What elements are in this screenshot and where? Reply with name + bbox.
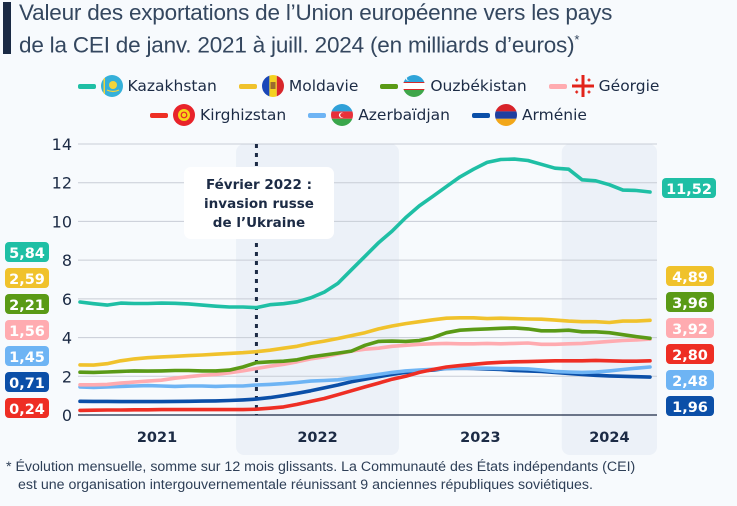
end-value-label-bg (666, 292, 714, 312)
chart-title: Valeur des exportations de l’Union europ… (19, 0, 734, 59)
legend-swatch (238, 83, 257, 89)
legend-item-kirghizstan[interactable]: Kirghizstan (150, 104, 286, 126)
end-value-label: 2,80 (672, 348, 708, 364)
title-line-1: Valeur des exportations de l’Union europ… (19, 0, 613, 25)
series-line-kazakhstan (78, 157, 652, 310)
end-value-label-bg (662, 178, 716, 198)
end-value-label: 4,89 (672, 270, 708, 286)
end-value-label-bg (666, 318, 714, 338)
legend-item-moldavie[interactable]: Moldavie (238, 75, 359, 97)
series-line-azerbaidjan (78, 365, 652, 390)
legend-label: Kirghizstan (200, 106, 287, 124)
x-tick-label: 2023 (460, 430, 500, 446)
y-tick-label: 2 (62, 367, 72, 386)
start-value-label-bg (5, 268, 49, 288)
legend-label: Moldavie (288, 77, 359, 95)
end-value-label: 3,96 (672, 296, 708, 312)
footnote: * Évolution mensuelle, somme sur 12 mois… (6, 458, 731, 494)
legend-label: Géorgie (598, 77, 660, 95)
armenia-flag-icon (494, 104, 517, 126)
line-chart: 0 2 4 6 8 10 12 14 2021 2022 2023 2024 Février 202… (5, 135, 716, 455)
y-tick-label: 10 (52, 212, 72, 231)
start-value-label: 2,21 (9, 298, 45, 314)
start-value-label-bg (5, 320, 49, 340)
moldova-flag-icon (261, 75, 284, 97)
legend-item-kazakhstan[interactable]: Kazakhstan (77, 75, 217, 97)
series-line-kirghizstan (78, 358, 652, 413)
start-value-label: 1,56 (9, 324, 45, 340)
uzbekistan-flag-icon (403, 75, 426, 97)
y-tick-label: 4 (62, 329, 72, 348)
legend-item-georgie[interactable]: Géorgie (548, 75, 660, 97)
end-value-label: 11,52 (666, 182, 712, 198)
start-value-label: 5,84 (9, 246, 45, 262)
legend-label: Ouzbékistan (430, 77, 527, 95)
end-value-label: 2,48 (672, 374, 708, 390)
annotation-text: Février 2022 : (206, 177, 312, 193)
start-value-label-bg (5, 372, 49, 392)
annotation-text: invasion russe (204, 196, 314, 212)
annotation-box (184, 167, 334, 239)
legend-swatch (471, 112, 490, 118)
end-value-label-bg (666, 370, 714, 390)
end-value-label: 1,96 (672, 400, 708, 416)
x-tick-label: 2022 (297, 430, 337, 446)
start-value-label-bg (5, 294, 49, 314)
end-value-label: 3,92 (672, 322, 708, 338)
kyrgyzstan-flag-icon (173, 104, 196, 126)
end-value-label-bg (666, 344, 714, 364)
legend-label: Arménie (521, 106, 587, 124)
legend-swatch (150, 112, 169, 118)
series-line-georgie (78, 337, 652, 387)
end-value-label-bg (666, 396, 714, 416)
legend-row-2: Kirghizstan Azerbaïdjan Arménie (0, 104, 737, 126)
legend-item-ouzbekistan[interactable]: Ouzbékistan (380, 75, 527, 97)
footnote-line-2: est une organisation intergouvernemental… (18, 477, 593, 493)
y-tick-label: 8 (62, 251, 72, 270)
start-value-label-bg (5, 242, 49, 262)
x-tick-label: 2021 (137, 430, 177, 446)
legend-item-azerbaidjan[interactable]: Azerbaïdjan (308, 104, 450, 126)
kazakhstan-flag-icon (100, 75, 123, 97)
legend-swatch (548, 83, 567, 89)
legend-label: Azerbaïdjan (358, 106, 450, 124)
legend-swatch (308, 112, 327, 118)
end-value-label-bg (666, 266, 714, 286)
x-tick-label: 2024 (589, 430, 629, 446)
legend-label: Kazakhstan (127, 77, 217, 95)
start-value-label: 0,71 (9, 376, 45, 392)
annotation-text: de l’Ukraine (213, 215, 305, 231)
start-value-label: 1,45 (9, 350, 45, 366)
legend-swatch (77, 83, 96, 89)
start-value-label-bg (5, 346, 49, 366)
title-line-2: de la CEI de janv. 2021 à juill. 2024 (e… (19, 32, 580, 58)
y-tick-label: 14 (52, 135, 72, 154)
title-accent-bar (3, 2, 11, 54)
legend-row-1: Kazakhstan Moldavie Ouzbékistan Géorgie (0, 75, 737, 97)
legend-item-armenie[interactable]: Arménie (471, 104, 587, 126)
footnote-line-1: * Évolution mensuelle, somme sur 12 mois… (6, 459, 636, 475)
azerbaijan-flag-icon (331, 104, 354, 126)
start-value-label: 2,59 (9, 272, 45, 288)
series-line-ouzbekistan (78, 326, 652, 375)
y-tick-label: 12 (52, 174, 72, 193)
start-value-label: 0,24 (9, 402, 45, 418)
footnote-marker: * (574, 32, 580, 47)
legend-swatch (380, 83, 399, 89)
georgia-flag-icon (571, 75, 594, 97)
y-tick-label: 6 (62, 290, 72, 309)
y-tick-label: 0 (62, 406, 72, 425)
start-value-label-bg (5, 398, 49, 418)
series-line-moldavie (78, 316, 652, 367)
